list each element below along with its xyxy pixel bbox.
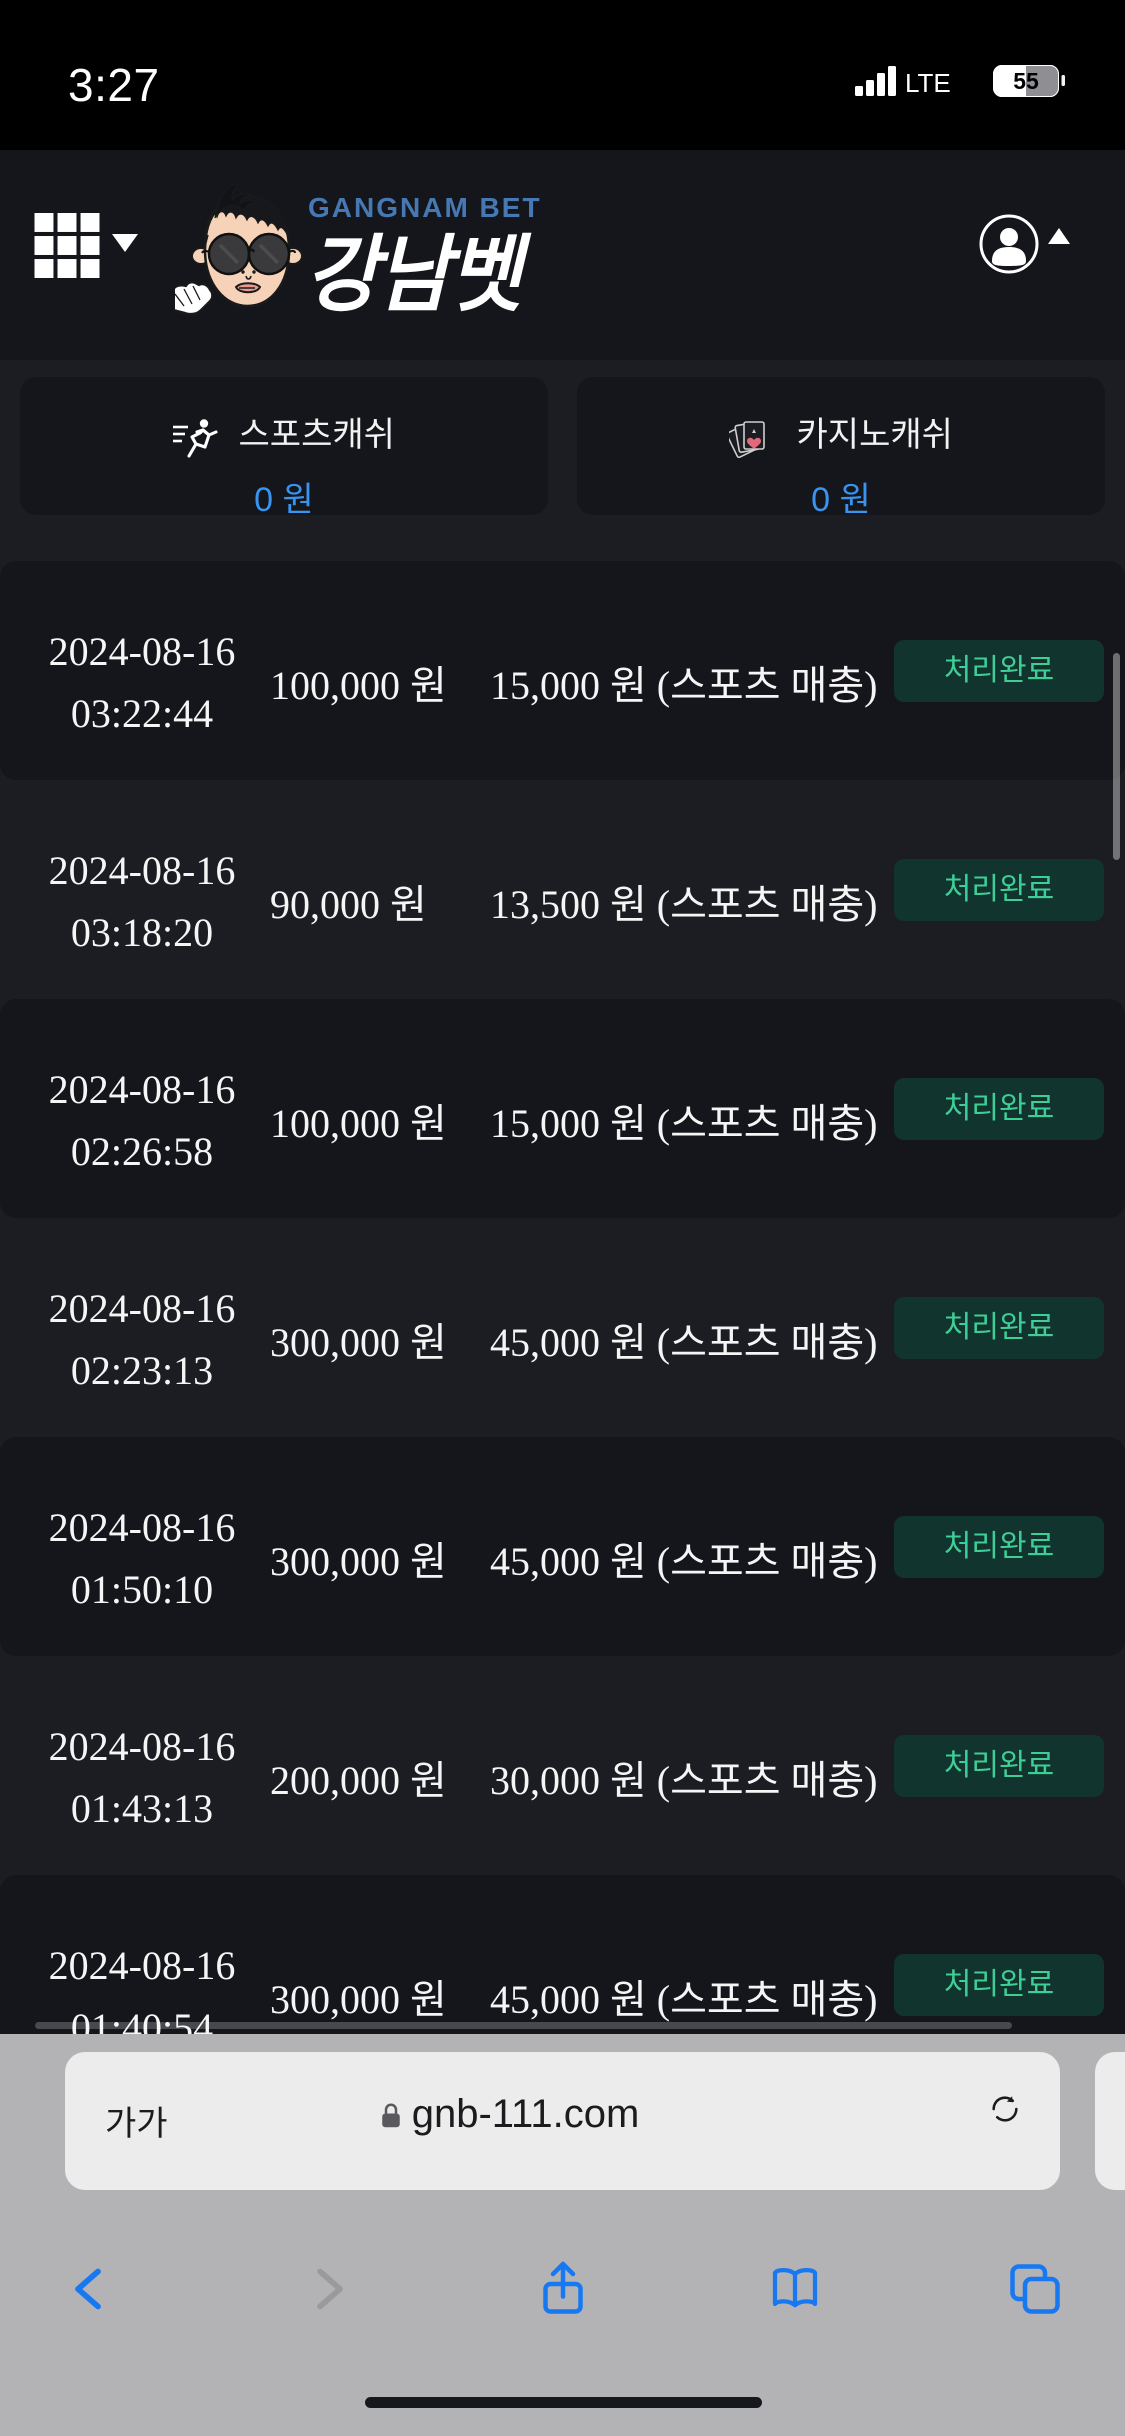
svg-text:LTE: LTE xyxy=(905,68,951,98)
svg-text:55: 55 xyxy=(1013,68,1039,94)
